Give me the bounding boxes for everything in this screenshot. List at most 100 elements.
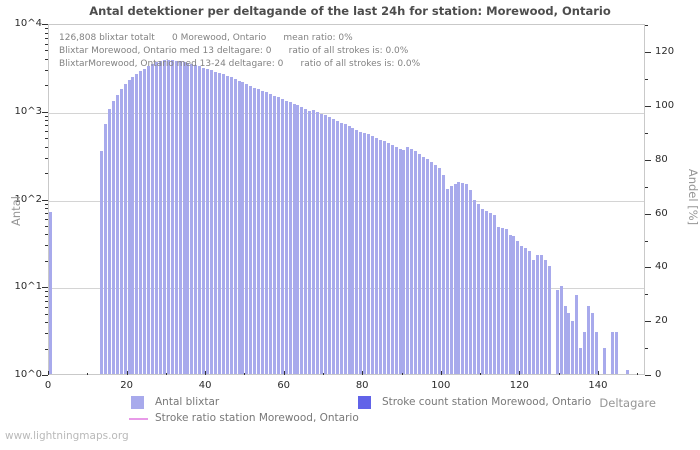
- bar: [323, 115, 327, 374]
- bar: [206, 68, 210, 374]
- bar: [469, 190, 473, 374]
- y-left-minor-tick: [45, 146, 48, 148]
- x-minor-tick: [322, 373, 324, 375]
- bar: [429, 162, 433, 374]
- y-left-minor-tick: [45, 58, 48, 60]
- x-major-tick: [283, 371, 285, 375]
- bar: [123, 84, 127, 374]
- x-minor-tick: [244, 373, 246, 375]
- legend-swatch-antal-blixtar: [131, 396, 144, 409]
- bar: [194, 65, 198, 374]
- y-right-major-tick: [645, 213, 651, 215]
- bar: [186, 63, 190, 374]
- x-minor-tick: [87, 373, 89, 375]
- bar: [441, 175, 445, 374]
- bar: [614, 332, 618, 374]
- bar: [143, 68, 147, 374]
- y-right-major-tick: [645, 321, 651, 323]
- legend-swatch-stroke-count: [358, 396, 371, 409]
- x-tick-label: 20: [120, 380, 133, 391]
- bar: [158, 61, 162, 374]
- bar: [284, 100, 288, 374]
- annotation-line-1: 126,808 blixtar totalt 0 Morewood, Ontar…: [59, 33, 353, 43]
- bar: [575, 294, 579, 374]
- x-major-tick: [48, 371, 49, 375]
- bar: [426, 159, 430, 374]
- bar: [398, 148, 402, 374]
- bar: [233, 79, 237, 374]
- bar: [316, 111, 320, 374]
- bar: [587, 305, 591, 374]
- y-right-tick-label: 120: [655, 46, 675, 58]
- bar: [594, 332, 598, 374]
- y-left-minor-tick: [45, 120, 48, 122]
- y-left-tick-label: 10^1: [14, 281, 42, 293]
- x-major-tick: [126, 371, 128, 375]
- y-left-minor-tick: [45, 313, 48, 315]
- bar: [536, 254, 540, 374]
- bar: [406, 147, 410, 374]
- annotation-line-3: BlixtarMorewood, Ontario med 13-24 delta…: [59, 59, 421, 69]
- bar: [100, 150, 104, 374]
- y-right-tick-label: 80: [655, 153, 668, 165]
- y-left-major-tick: [42, 24, 48, 25]
- bar: [610, 332, 614, 374]
- bar: [414, 150, 418, 374]
- x-tick-label: 100: [431, 380, 451, 391]
- y-left-minor-tick: [45, 203, 48, 205]
- bar: [131, 76, 135, 374]
- bar: [288, 102, 292, 374]
- x-minor-tick: [401, 373, 403, 375]
- y-right-minor-tick: [645, 348, 648, 350]
- bar: [559, 286, 563, 374]
- bar: [571, 321, 575, 374]
- bar: [265, 92, 269, 374]
- y-left-minor-tick: [45, 37, 48, 39]
- bar: [253, 87, 257, 374]
- bar: [390, 144, 394, 374]
- y-right-major-tick: [645, 267, 651, 269]
- bar: [166, 59, 170, 374]
- y-left-tick-label: 10^0: [14, 369, 42, 380]
- y-left-minor-tick: [45, 115, 48, 117]
- y-left-minor-tick: [45, 50, 48, 52]
- bar: [591, 312, 594, 374]
- bar: [261, 90, 265, 374]
- bar: [437, 168, 441, 374]
- bar: [433, 165, 437, 374]
- y-left-minor-tick: [45, 295, 48, 297]
- bar: [327, 116, 331, 374]
- bar: [229, 77, 233, 374]
- y-left-minor-tick: [45, 85, 48, 87]
- legend-label-stroke-count: Stroke count station Morewood, Ontario: [382, 396, 592, 408]
- bar: [359, 131, 363, 374]
- y-left-major-tick: [42, 111, 48, 113]
- bar: [378, 139, 382, 374]
- y-right-tick-label: 100: [655, 100, 675, 111]
- x-minor-tick: [165, 373, 167, 375]
- bar: [202, 67, 206, 374]
- bar: [182, 62, 186, 374]
- bar: [308, 110, 312, 374]
- bar: [555, 290, 559, 374]
- bar: [386, 142, 390, 374]
- bar: [374, 137, 378, 374]
- bar: [174, 60, 178, 374]
- y-left-minor-tick: [45, 245, 48, 247]
- bar: [221, 74, 225, 374]
- legend-label-antal-blixtar: Antal blixtar: [155, 396, 220, 408]
- bar: [508, 235, 512, 374]
- y-axis-title-left: Antal: [9, 196, 23, 226]
- bar: [292, 103, 296, 374]
- bar: [135, 74, 139, 374]
- bar: [492, 214, 496, 374]
- y-left-minor-tick: [45, 125, 48, 127]
- bar: [155, 62, 159, 374]
- bar: [457, 181, 461, 374]
- y-left-minor-tick: [45, 131, 48, 133]
- y-left-minor-tick: [45, 28, 48, 29]
- bar: [151, 64, 155, 374]
- bar: [312, 109, 316, 374]
- x-tick-label: 40: [198, 380, 212, 391]
- bar: [394, 146, 398, 374]
